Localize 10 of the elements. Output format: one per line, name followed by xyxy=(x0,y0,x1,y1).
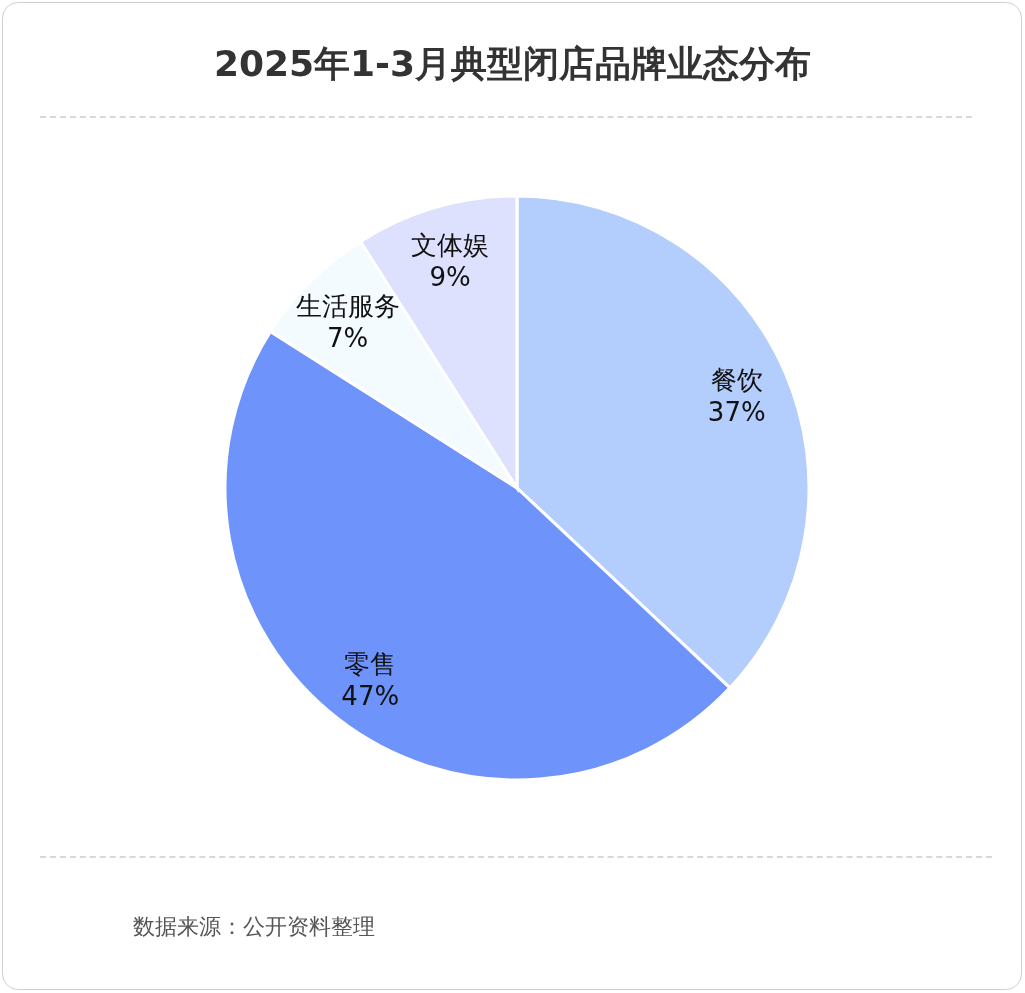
data-label: 7% xyxy=(327,322,369,353)
chart-title: 2025年1-3月典型闭店品牌业态分布 xyxy=(212,42,813,86)
slice-label: 生活服务 xyxy=(295,290,400,321)
slice-label: 零售 xyxy=(344,649,397,680)
data-label: 9% xyxy=(429,262,471,293)
source-note: 数据来源：公开资料整理 xyxy=(133,913,375,941)
data-label: 47% xyxy=(341,681,400,712)
slice-label: 餐饮 xyxy=(710,364,763,395)
data-label: 37% xyxy=(707,396,766,427)
slice-label: 文体娱 xyxy=(411,230,490,261)
